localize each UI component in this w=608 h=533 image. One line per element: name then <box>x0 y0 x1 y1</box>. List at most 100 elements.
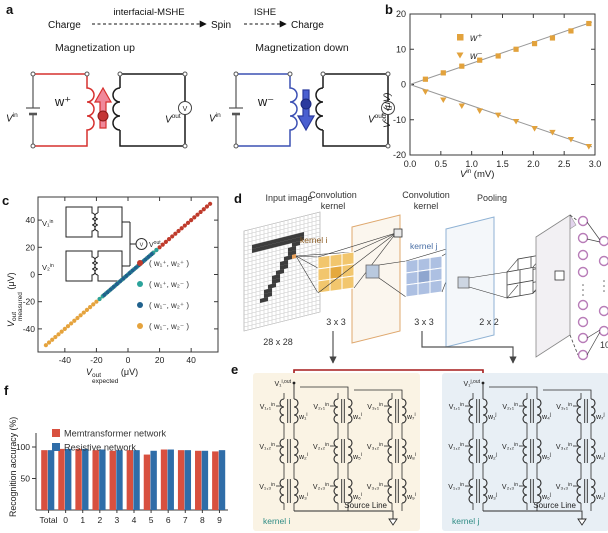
input-main: V₂,₂ <box>502 444 514 451</box>
bar-memtransformer <box>177 450 185 510</box>
primary-coil <box>387 478 393 504</box>
data-point-triangle <box>585 143 593 150</box>
weight-main: w₄ <box>352 414 361 421</box>
bar-resistive <box>64 448 72 510</box>
kernel-cell <box>417 269 431 284</box>
kernel-array: V₁,₁inw₁jV₁,₂inw₂jV₁,₃inw₃jV₂,₁inw₄jV₂,₂… <box>442 373 608 531</box>
legend-label: ( w₁⁻, w₂⁺ ) <box>149 301 189 310</box>
digit-cell <box>280 265 284 271</box>
ellipsis-dot <box>603 290 605 292</box>
primary-coil <box>279 438 285 464</box>
data-point-triangle <box>531 126 538 132</box>
weight-main: w₇ <box>595 414 604 421</box>
cnn-diagram: Input image Convolution kernel Convoluti… <box>243 190 608 364</box>
digit-cell <box>268 284 272 290</box>
memtransformer-crossbars: V₁,₁inw₁iV₁,₂inw₂iV₁,₃inw₃iV₂,₁inw₄iV₂,₂… <box>253 369 608 531</box>
input-image-grid <box>243 211 321 332</box>
input-sup: in <box>568 402 572 408</box>
bar-resistive <box>82 448 89 510</box>
out-sup: j,out <box>470 379 481 385</box>
primary-coil <box>522 438 528 464</box>
x-tick-label: 0.0 <box>404 159 417 169</box>
spin-down-arrow-icon <box>296 89 316 132</box>
grid-line <box>244 311 320 332</box>
kernel-cell <box>405 282 419 298</box>
ellipsis-dot <box>603 285 605 287</box>
secondary-coil <box>590 398 596 424</box>
inset-circuit: V Vout V₁in V₂in <box>42 206 161 282</box>
out-main: V₁ <box>464 381 472 388</box>
bar-resistive <box>184 450 192 510</box>
out-sup: i,out <box>282 379 292 385</box>
input-main: V₂,₃ <box>313 484 325 491</box>
data-point-triangle <box>494 112 502 119</box>
digit-cell <box>276 270 280 276</box>
vin-label-up: Vin <box>6 112 18 125</box>
category-label: 9 <box>217 515 222 525</box>
fc-node <box>577 316 589 328</box>
digit-cell <box>268 244 272 250</box>
feature-map-panel-2 <box>445 216 495 348</box>
digit-cell <box>292 246 296 252</box>
data-point <box>78 313 83 318</box>
weight-label: w₉j <box>595 492 605 501</box>
panel-b: b 0.0 0.5 1.0 1.5 2.0 2.5 3.0 -20 -10 0 10 20 w⁺ w⁻ V… <box>365 0 608 185</box>
input-label: V₂,₃in <box>502 482 518 491</box>
output-links <box>586 221 601 356</box>
grid-line <box>244 295 320 316</box>
weight-label: w₁i <box>298 412 308 421</box>
data-point <box>176 228 181 234</box>
legend-label: ( w₁⁺, w₂⁺ ) <box>149 259 189 268</box>
secondary-coil <box>293 478 299 504</box>
input-label: V₃,₁in <box>556 402 572 411</box>
y-tick-label: 0 <box>30 270 35 280</box>
weight-label: w₃i <box>298 492 308 501</box>
secondary-coil <box>590 438 596 464</box>
y-tick-label: 100 <box>16 442 30 452</box>
input-sup: in <box>568 482 572 488</box>
magnetization-down-title: Magnetization down <box>255 42 349 54</box>
kernel-cell <box>317 254 331 270</box>
weight-main: w₈ <box>406 454 415 461</box>
kernel-j-grid <box>405 255 443 298</box>
input-label: V₁,₃in <box>448 482 464 491</box>
plot-box <box>409 13 596 156</box>
input-main: V₂,₂ <box>313 444 325 451</box>
data-point-square <box>513 46 519 52</box>
data-point <box>94 299 99 304</box>
y-tick-label: -40 <box>23 324 36 334</box>
weight-main: w₆ <box>352 494 361 501</box>
digit-cell <box>252 244 256 250</box>
primary-coil <box>279 478 285 504</box>
weight-sup: i <box>307 452 308 458</box>
data-point <box>88 305 93 310</box>
legend-label: w⁺ <box>470 33 483 44</box>
bar-resistive <box>201 450 209 510</box>
ground-symbol-icon <box>577 518 587 526</box>
source-line-bus <box>294 510 394 519</box>
category-label: 8 <box>200 515 205 525</box>
data-point <box>46 340 52 345</box>
weight-label: w₅j <box>541 452 551 461</box>
weight-label: w₂j <box>487 452 497 461</box>
kernel-cell <box>329 253 343 268</box>
data-point <box>105 290 110 295</box>
digit-cell <box>256 243 260 249</box>
weight-label: w₄j <box>541 412 551 421</box>
input-sup: in <box>514 442 518 448</box>
inset-v2-label: V₂in <box>42 263 54 272</box>
input-sup: in <box>460 482 464 488</box>
secondary-coil <box>401 438 407 464</box>
y-tick-label: 20 <box>396 9 406 19</box>
weight-main: w₈ <box>595 454 604 461</box>
secondary-coil <box>482 398 488 424</box>
digit-cell <box>288 239 292 245</box>
input-label: V₁,₂in <box>259 442 275 451</box>
input-label: V₂,₃in <box>313 482 329 491</box>
primary-coil <box>333 398 339 424</box>
feature-map-panel-1 <box>351 214 401 344</box>
input-main: V₁,₂ <box>259 444 271 451</box>
grid-line <box>244 243 320 264</box>
data-point <box>91 302 96 307</box>
